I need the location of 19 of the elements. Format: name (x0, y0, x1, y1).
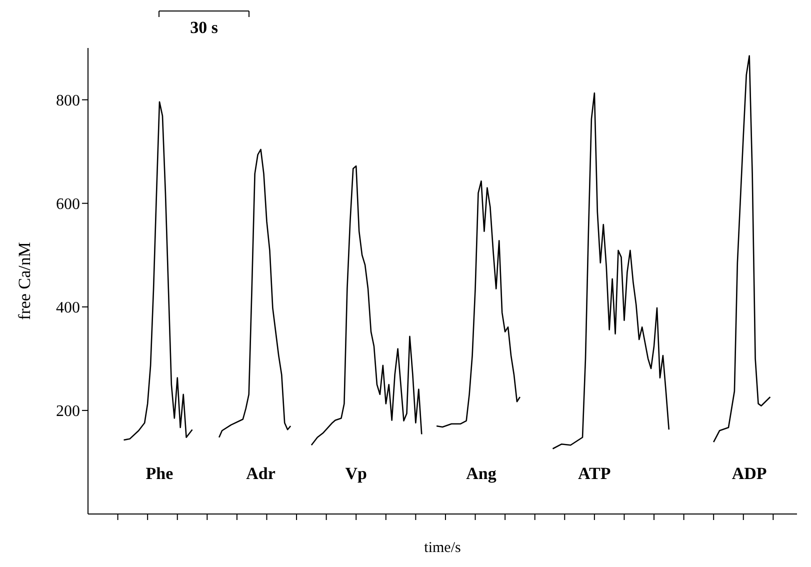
y-tick-label: 200 (56, 403, 80, 420)
line-series (552, 92, 670, 450)
series-label: ATP (577, 464, 612, 484)
line-series (123, 101, 193, 441)
y-tick-label: 400 (56, 300, 80, 317)
series-label: ADP (730, 464, 768, 484)
line-series (218, 148, 292, 438)
x-axis-title: time/s (424, 540, 461, 556)
text: Adr (245, 464, 276, 484)
text: Ang (465, 464, 498, 484)
text: Vp (344, 464, 368, 484)
y-axis-title: free Ca/nM (15, 242, 34, 320)
line-series (436, 180, 521, 428)
line-series (712, 55, 771, 443)
y-tick-label: 800 (56, 92, 80, 110)
line-series (310, 165, 422, 446)
y-tick-label: 600 (56, 196, 80, 214)
text: 30 s (189, 18, 219, 38)
series-label: Phe (144, 464, 174, 484)
